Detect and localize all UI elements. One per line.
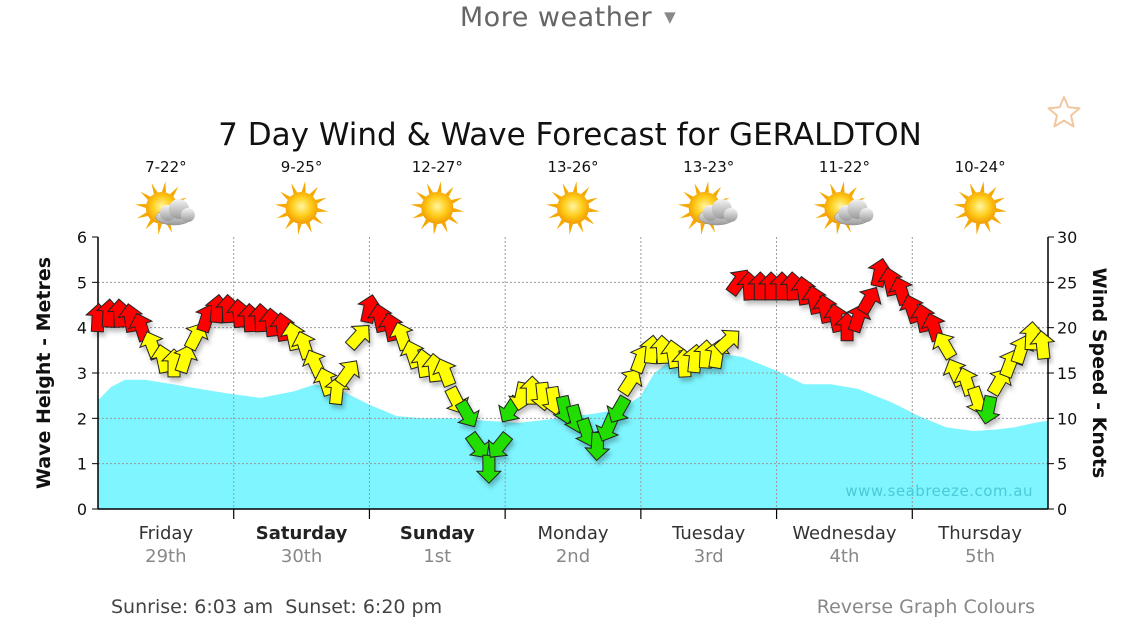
- temperature-range-label: 7-22°: [145, 158, 187, 176]
- left-axis-title: Wave Height - Metres: [33, 257, 55, 489]
- right-tick-label: 20: [1057, 319, 1077, 338]
- wind-arrow: [856, 286, 882, 316]
- sun-icon: [953, 181, 1007, 235]
- temperature-range-label: 9-25°: [281, 158, 323, 176]
- sunrise-sunset-text: Sunrise: 6:03 am Sunset: 6:20 pm: [111, 596, 443, 618]
- wind-arrow: [454, 398, 480, 428]
- right-tick-label: 30: [1057, 228, 1077, 247]
- temperature-range-label: 11-22°: [819, 158, 870, 176]
- day-name-label: Saturday: [256, 523, 348, 544]
- left-tick-label: 4: [77, 319, 87, 338]
- wind-arrow: [867, 257, 894, 288]
- left-tick-label: 6: [77, 228, 87, 247]
- left-tick-label: 2: [77, 409, 87, 428]
- left-tick-label: 5: [77, 273, 87, 292]
- reverse-graph-colours-link[interactable]: Reverse Graph Colours: [816, 596, 1035, 618]
- wind-arrow: [432, 358, 457, 388]
- day-name-label: Tuesday: [671, 523, 746, 544]
- right-tick-label: 0: [1057, 500, 1067, 519]
- temperature-range-label: 10-24°: [955, 158, 1006, 176]
- day-date-label: 29th: [145, 546, 186, 567]
- wind-arrow: [173, 344, 199, 375]
- wind-arrow: [464, 430, 491, 459]
- wind-arrow: [606, 394, 632, 423]
- day-date-label: 2nd: [556, 546, 590, 567]
- right-tick-label: 15: [1057, 364, 1077, 383]
- wind-arrow: [334, 360, 360, 388]
- sun-cloud-icon: [135, 181, 195, 235]
- day-name-label: Thursday: [937, 523, 1022, 544]
- sun-cloud-icon: [813, 181, 874, 235]
- chart-title: 7 Day Wind & Wave Forecast for GERALDTON: [218, 117, 922, 153]
- right-tick-label: 25: [1057, 273, 1077, 292]
- sun-icon: [410, 181, 465, 235]
- wind-arrow: [713, 329, 740, 356]
- left-tick-label: 1: [77, 455, 87, 474]
- wind-arrow: [1029, 330, 1056, 360]
- sun-icon: [274, 181, 329, 235]
- temperature-range-label: 13-23°: [683, 158, 734, 176]
- sun-cloud-icon: [677, 181, 738, 235]
- day-date-label: 5th: [965, 546, 995, 567]
- right-tick-label: 5: [1057, 455, 1067, 474]
- right-axis-title: Wind Speed - Knots: [1088, 268, 1110, 479]
- more-weather-dropdown[interactable]: More weather ▼: [0, 2, 1136, 33]
- watermark-text: www.seabreeze.com.au: [845, 482, 1033, 500]
- wind-arrow: [475, 454, 503, 484]
- day-date-label: 1st: [423, 546, 451, 567]
- forecast-chart-svg: 7 Day Wind & Wave Forecast for GERALDTON…: [33, 117, 1110, 567]
- day-name-label: Friday: [139, 523, 194, 544]
- wind-arrow: [357, 294, 383, 325]
- temperature-range-label: 12-27°: [412, 158, 463, 176]
- favorite-star-icon[interactable]: [1046, 94, 1082, 130]
- more-weather-label: More weather: [459, 2, 653, 33]
- wind-arrow: [932, 332, 958, 361]
- chevron-down-icon: ▼: [664, 8, 677, 26]
- day-name-label: Wednesday: [792, 523, 897, 544]
- wind-arrow: [344, 325, 371, 352]
- sun-icon: [546, 181, 600, 235]
- right-tick-label: 10: [1057, 409, 1077, 428]
- day-date-label: 3rd: [694, 546, 724, 567]
- left-tick-label: 3: [77, 364, 87, 383]
- day-date-label: 30th: [281, 546, 322, 567]
- wind-arrow: [974, 394, 1001, 425]
- day-date-label: 4th: [829, 546, 859, 567]
- wind-arrow: [617, 368, 643, 397]
- day-name-label: Monday: [537, 523, 608, 544]
- wind-arrow: [487, 430, 514, 458]
- temperature-range-label: 13-26°: [547, 158, 598, 176]
- wind-arrow-group: [84, 257, 1056, 484]
- day-name-label: Sunday: [400, 523, 475, 544]
- forecast-chart: 7 Day Wind & Wave Forecast for GERALDTON…: [0, 90, 1136, 580]
- left-tick-label: 0: [77, 500, 87, 519]
